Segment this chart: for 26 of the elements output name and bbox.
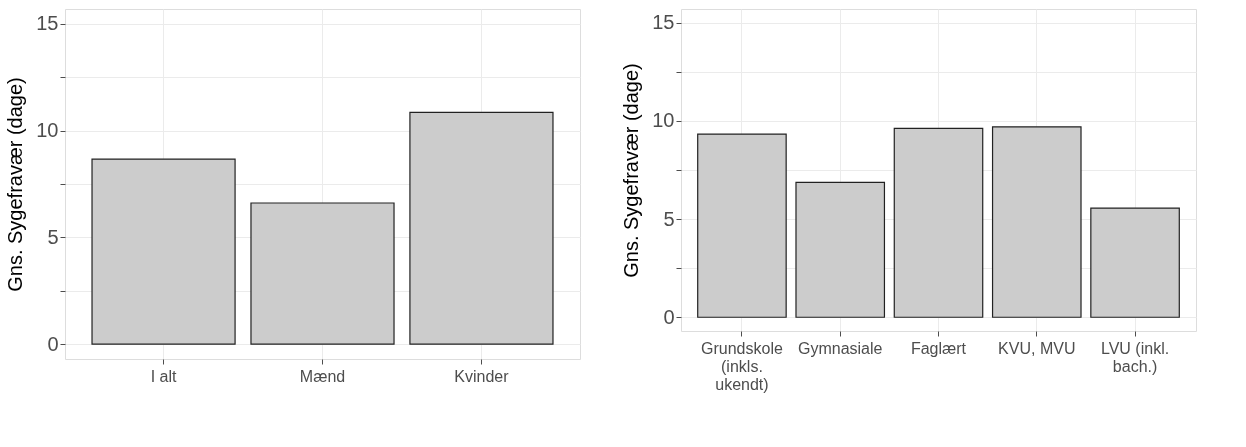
- y-tick-label: 0: [663, 305, 675, 328]
- y-tick-label: 10: [36, 119, 59, 142]
- bar: [409, 111, 554, 345]
- bar: [795, 181, 886, 318]
- x-tick-label: LVU (inkl. bach.): [1100, 339, 1170, 375]
- x-tick-label: Kvinder: [454, 367, 510, 385]
- bar: [91, 158, 236, 345]
- bar: [991, 126, 1082, 318]
- x-tick-label: Mænd: [299, 367, 346, 385]
- y-tick-label: 0: [47, 332, 59, 355]
- y-tick-label: 15: [652, 11, 675, 34]
- x-tick-label: I alt: [150, 367, 177, 385]
- y-tick-label: 5: [663, 207, 675, 230]
- bar: [893, 127, 984, 318]
- y-tick-label: 5: [47, 225, 59, 248]
- y-axis-title: Gns. Sygefravær (dage): [620, 63, 643, 278]
- x-tick-label: Gymnasiale: [797, 339, 883, 357]
- x-tick-label: KVU, MVU: [998, 339, 1076, 357]
- bar: [697, 133, 787, 318]
- bar: [1090, 207, 1180, 318]
- x-tick-label: Faglært: [910, 339, 967, 357]
- x-tick-label: Grundskole (inkls. ukendt): [701, 339, 783, 393]
- bar: [250, 202, 395, 345]
- y-axis-title: Gns. Sygefravær (dage): [4, 77, 27, 292]
- y-tick-label: 15: [36, 12, 59, 35]
- y-tick-label: 10: [652, 109, 675, 132]
